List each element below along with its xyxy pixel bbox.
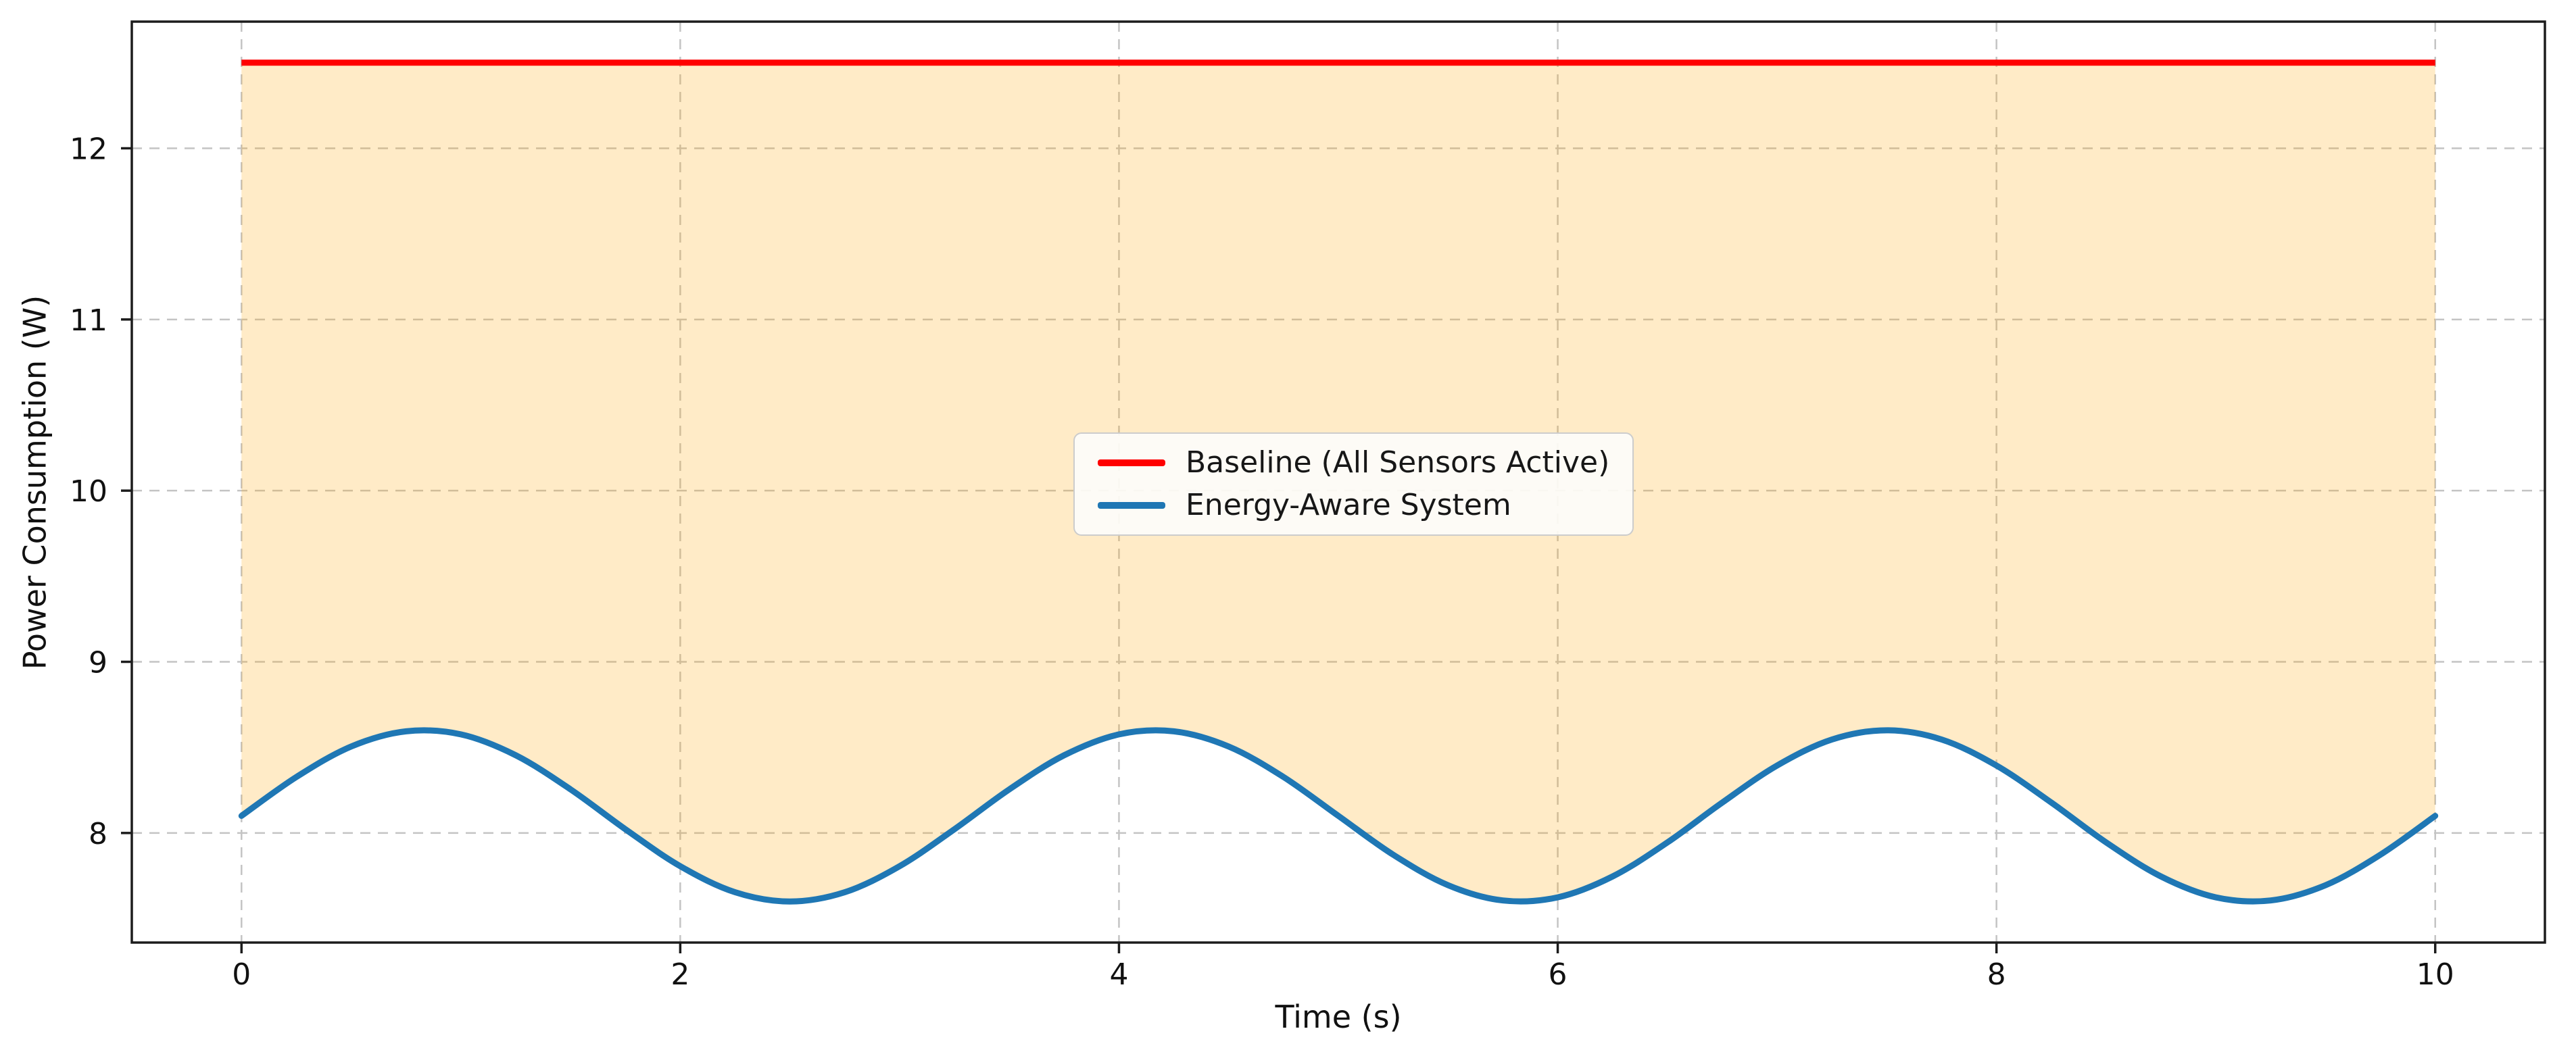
legend: Baseline (All Sensors Active) Energy-Awa… (1073, 432, 1634, 536)
x-tick-label: 0 (232, 957, 251, 992)
x-tick-label: 4 (1109, 957, 1128, 992)
legend-item-energy-aware: Energy-Aware System (1098, 487, 1609, 523)
y-tick-label: 12 (70, 132, 107, 166)
y-axis-label: Power Consumption (W) (16, 295, 53, 670)
y-tick-label: 11 (70, 303, 107, 338)
x-tick-label: 10 (2416, 957, 2454, 992)
legend-line-sample-energy-aware (1098, 501, 1165, 509)
legend-label-energy-aware: Energy-Aware System (1186, 487, 1511, 522)
y-tick-label: 8 (89, 817, 107, 851)
y-tick-label: 9 (89, 646, 107, 680)
legend-label-baseline: Baseline (All Sensors Active) (1186, 445, 1610, 480)
legend-item-baseline: Baseline (All Sensors Active) (1098, 445, 1610, 480)
x-tick-label: 8 (1987, 957, 2006, 992)
legend-line-sample-baseline (1098, 459, 1165, 467)
energy-aware-curve (238, 727, 2439, 905)
y-tick-label: 10 (70, 474, 107, 509)
plot-border (130, 20, 2546, 944)
x-tick-label: 2 (671, 957, 689, 992)
x-axis-label: Time (s) (1275, 999, 1402, 1035)
x-tick-label: 6 (1549, 957, 1568, 992)
